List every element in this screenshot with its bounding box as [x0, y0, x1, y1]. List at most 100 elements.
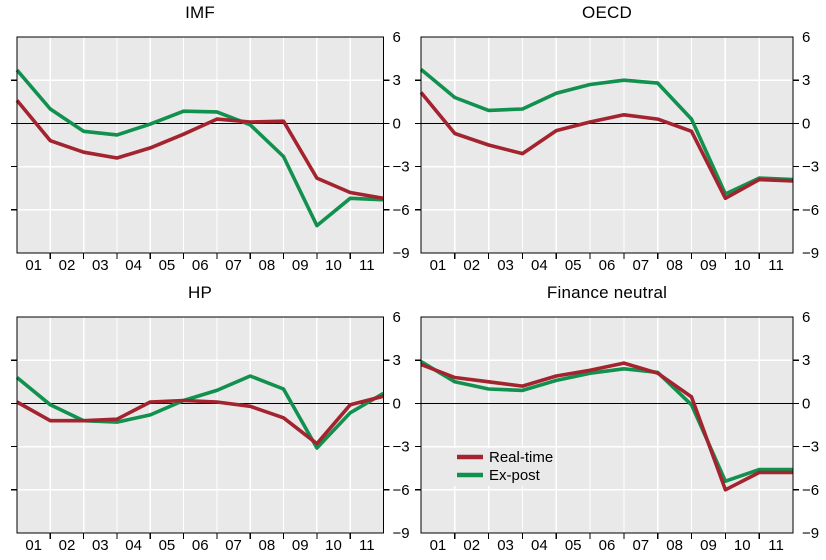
x-tick-label: 05 [565, 257, 582, 274]
x-tick-label: 01 [25, 257, 42, 274]
series-ex-post [15, 68, 384, 228]
chart-title-oecd: OECD [582, 3, 632, 22]
x-tick-label: 01 [430, 537, 447, 554]
plot-background [421, 37, 793, 253]
x-tick-label: 05 [565, 537, 582, 554]
x-tick-label: 02 [59, 257, 76, 274]
finance-neutral-plot: 6 3 0 −3 −6 −9 01 02 03 04 05 06 07 08 09 10 11 Real-time… [415, 309, 819, 554]
y-tick-label: −6 [393, 482, 410, 499]
gridlines [421, 37, 793, 253]
x-tick-label: 05 [159, 257, 176, 274]
panel-imf: IMF 6 3 0 −3 −6 −9 01 02 03 04 05 06 07 08 09 10 11 [0, 0, 413, 280]
y-tick-label: 6 [802, 29, 810, 46]
y-tick-label: 6 [393, 29, 401, 46]
y-tick-label: −3 [393, 159, 410, 176]
x-tick-label: 11 [359, 537, 375, 554]
x-tick-label: 04 [125, 537, 142, 554]
plot-frame [420, 316, 794, 534]
x-tick-label: 07 [632, 537, 649, 554]
x-tick-label: 10 [734, 257, 751, 274]
y-axis-labels: 6 3 0 −3 −6 −9 [802, 29, 819, 262]
x-tick-label: 03 [497, 257, 514, 274]
plot-frame [16, 316, 385, 534]
x-tick-label: 01 [430, 257, 447, 274]
x-tick-label: 07 [225, 257, 242, 274]
x-tick-label: 08 [259, 257, 276, 274]
y-tick-label: 3 [393, 72, 401, 89]
oecd-plot: 6 3 0 −3 −6 −9 01 02 03 04 05 06 07 08 09 10 11 [415, 29, 819, 274]
legend-label-real_time: Real-time [489, 449, 553, 466]
panel-finance-neutral: Finance neutral 6 3 0 −3 −6 −9 01 02 03 04 05 06 07 0… [413, 280, 826, 560]
plot-background [17, 37, 384, 253]
series-ex-post [420, 360, 793, 483]
chart-title-hp: HP [187, 283, 213, 302]
x-tick-label: 04 [125, 257, 142, 274]
x-tick-label: 07 [225, 537, 242, 554]
y-tick-label: −3 [802, 439, 819, 456]
y-tick-label: −3 [802, 159, 819, 176]
x-tick-label: 06 [599, 257, 616, 274]
gridlines [17, 37, 384, 253]
series-real-time [15, 99, 384, 201]
plot-background [421, 317, 793, 533]
y-tick-label: −6 [393, 202, 410, 219]
x-tick-label: 11 [768, 537, 784, 554]
series-real-time [419, 91, 794, 201]
y-tick-label: 0 [393, 395, 401, 412]
y-tick-label: 3 [393, 352, 401, 369]
x-tick-label: 03 [92, 537, 109, 554]
x-tick-label: 01 [25, 537, 42, 554]
series-real-time [16, 394, 384, 446]
y-tick-label: 0 [802, 115, 810, 132]
y-tick-label: −9 [393, 245, 410, 262]
x-tick-label: 11 [768, 257, 784, 274]
y-tick-label: 3 [802, 352, 810, 369]
y-axis-labels: 6 3 0 −3 −6 −9 [393, 309, 410, 542]
y-tick-label: 6 [393, 309, 401, 326]
x-tick-label: 10 [734, 537, 751, 554]
y-axis-labels: 6 3 0 −3 −6 −9 [393, 29, 410, 262]
x-axis-labels: 01 02 03 04 05 06 07 08 09 10 11 [25, 257, 374, 274]
x-tick-label: 08 [666, 257, 683, 274]
x-tick-label: 10 [325, 537, 342, 554]
x-tick-label: 10 [325, 257, 342, 274]
legend-background [449, 448, 551, 486]
x-tick-label: 06 [192, 537, 209, 554]
x-tick-label: 11 [359, 257, 375, 274]
gridlines [421, 317, 793, 533]
chart-title-finance-neutral: Finance neutral [546, 283, 668, 302]
x-axis-labels: 01 02 03 04 05 06 07 08 09 10 11 [430, 257, 784, 274]
legend-label-ex_post: Ex-post [489, 467, 541, 484]
imf-plot: 6 3 0 −3 −6 −9 01 02 03 04 05 06 07 08 09 10 11 [11, 29, 410, 274]
y-tick-label: 0 [802, 395, 810, 412]
axis-ticks [415, 79, 799, 259]
x-tick-label: 03 [92, 257, 109, 274]
y-tick-label: −9 [802, 525, 819, 542]
y-axis-labels: 6 3 0 −3 −6 −9 [802, 309, 819, 542]
x-axis-labels: 01 02 03 04 05 06 07 08 09 10 11 [25, 537, 374, 554]
axis-ticks [11, 359, 390, 539]
x-axis-labels: 01 02 03 04 05 06 07 08 09 10 11 [430, 537, 784, 554]
plot-background [17, 317, 384, 533]
x-tick-label: 09 [700, 537, 717, 554]
panel-oecd: OECD 6 3 0 −3 −6 −9 01 02 03 04 05 06 07 08 09 10 11 [413, 0, 826, 280]
x-tick-label: 08 [666, 537, 683, 554]
x-tick-label: 09 [700, 257, 717, 274]
series-real-time [420, 361, 793, 492]
x-tick-label: 03 [497, 537, 514, 554]
x-tick-label: 02 [463, 257, 480, 274]
x-tick-label: 08 [259, 537, 276, 554]
y-tick-label: 0 [393, 115, 401, 132]
x-tick-label: 04 [531, 257, 548, 274]
x-tick-label: 05 [159, 537, 176, 554]
series-ex-post [15, 374, 385, 450]
series-ex-post [419, 68, 794, 196]
y-tick-label: −9 [802, 245, 819, 262]
y-tick-label: −6 [802, 482, 819, 499]
y-tick-label: 6 [802, 309, 810, 326]
chart-title-imf: IMF [185, 3, 215, 22]
plot-frame [16, 36, 385, 254]
x-tick-label: 02 [59, 537, 76, 554]
